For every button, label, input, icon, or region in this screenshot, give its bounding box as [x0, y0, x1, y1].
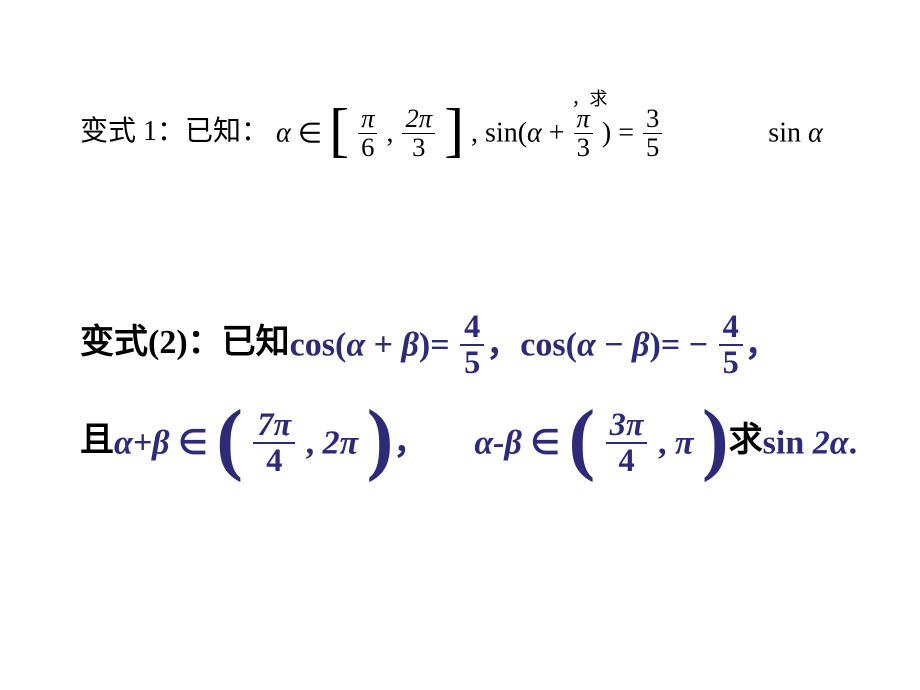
- plus-1: +: [542, 117, 572, 148]
- close-2b: ): [650, 327, 661, 364]
- problem-2-line-2: 且α+β ∈ ( 7π 4 , 2π )， α-β ∈ ( 3π 4 , π )…: [80, 398, 880, 486]
- frac-4-5-a: 4 5: [460, 310, 484, 380]
- interval-upper-den: 3: [402, 133, 435, 162]
- in-2: ∈: [522, 424, 569, 461]
- sin-open: sin(: [485, 117, 527, 148]
- int1-low-den: 4: [253, 442, 295, 478]
- close-paren-1: ): [602, 117, 611, 148]
- find-sin: sin: [768, 117, 808, 148]
- int1-hi: 2π: [323, 424, 359, 461]
- beta-2a: β: [402, 327, 419, 364]
- cos1-open: cos(: [290, 327, 347, 364]
- element-of: ∈: [298, 118, 322, 149]
- variant2-label: 变式(2)：: [80, 324, 222, 361]
- lparen-1: (: [216, 404, 243, 474]
- int2-hi: π: [675, 424, 694, 461]
- close-2a: ): [419, 327, 430, 364]
- comma-int1: ,: [306, 424, 315, 461]
- rhs-den: 5: [643, 133, 662, 162]
- given-label-2: 已知: [222, 324, 290, 361]
- target-arg: 2α: [813, 424, 849, 461]
- alpha-symbol: α: [276, 117, 291, 148]
- left-bracket: [: [329, 103, 349, 158]
- int1-low: 7π 4: [253, 408, 295, 478]
- frac-4-5-b: 4 5: [719, 310, 743, 380]
- f1-num: 4: [460, 310, 484, 344]
- cos2-open: cos(: [520, 327, 577, 364]
- find-label: 求: [729, 422, 763, 459]
- sep-a: ，: [486, 327, 520, 364]
- alpha-in-sin: α: [527, 117, 542, 148]
- rhs-num: 3: [643, 105, 662, 133]
- problem-1: 变式 1：已知： α ∈ [ π 6 , 2π 3 ] , sin(α + ，求…: [80, 105, 880, 162]
- ab-plus: α+β: [114, 424, 170, 461]
- variant1-label: 变式 1：: [80, 116, 185, 147]
- rhs-fraction: 3 5: [643, 105, 662, 162]
- eq-2a: =: [430, 327, 449, 364]
- sep-b: ，: [393, 424, 427, 461]
- final-period: .: [849, 424, 858, 461]
- interval-upper-num: 2π: [402, 105, 435, 133]
- alpha-2a: α: [346, 327, 365, 364]
- minus-2: −: [596, 327, 632, 364]
- lparen-2: (: [569, 404, 596, 474]
- int1-low-num: 7π: [253, 408, 295, 442]
- target-fn: sin: [763, 424, 813, 461]
- neg-sign: −: [689, 327, 708, 364]
- int2-low: 3π 4: [606, 408, 648, 478]
- comma-2: ,: [471, 117, 478, 148]
- annotation-qu: ，求: [572, 85, 608, 111]
- interval-lower-num: π: [358, 105, 377, 133]
- f2-num: 4: [719, 310, 743, 344]
- phase-fraction: π 3: [574, 105, 593, 162]
- given-label-1: 已知：: [185, 116, 269, 147]
- interval-upper: 2π 3: [402, 105, 435, 162]
- eq-2b: =: [661, 327, 680, 364]
- rparen-2: ): [702, 404, 729, 474]
- in-1: ∈: [170, 424, 217, 461]
- ab-minus: α-β: [474, 424, 522, 461]
- slide-container: 变式 1：已知： α ∈ [ π 6 , 2π 3 ] , sin(α + ，求…: [0, 0, 920, 690]
- interval-lower-den: 6: [358, 133, 377, 162]
- f1-den: 5: [460, 344, 484, 380]
- problem-2: 变式(2)：已知cos(α + β)= 4 5 ，cos(α − β)= − 4…: [80, 300, 880, 495]
- phase-den: 3: [574, 133, 593, 162]
- f2-den: 5: [719, 344, 743, 380]
- alpha-2b: α: [577, 327, 596, 364]
- rparen-1: ): [367, 404, 394, 474]
- int2-low-den: 4: [606, 442, 648, 478]
- comma-1: ,: [386, 117, 393, 148]
- right-bracket: ]: [444, 103, 464, 158]
- and-label: 且: [80, 422, 114, 459]
- comma-int2: ,: [658, 424, 667, 461]
- int2-low-num: 3π: [606, 408, 648, 442]
- problem-2-line-1: 变式(2)：已知cos(α + β)= 4 5 ，cos(α − β)= − 4…: [80, 300, 880, 388]
- beta-2b: β: [632, 327, 649, 364]
- find-alpha: α: [808, 117, 823, 148]
- equals-1: =: [618, 117, 641, 148]
- interval-lower: π 6: [358, 105, 377, 162]
- trail-comma: ，: [745, 327, 779, 364]
- plus-2: +: [365, 327, 401, 364]
